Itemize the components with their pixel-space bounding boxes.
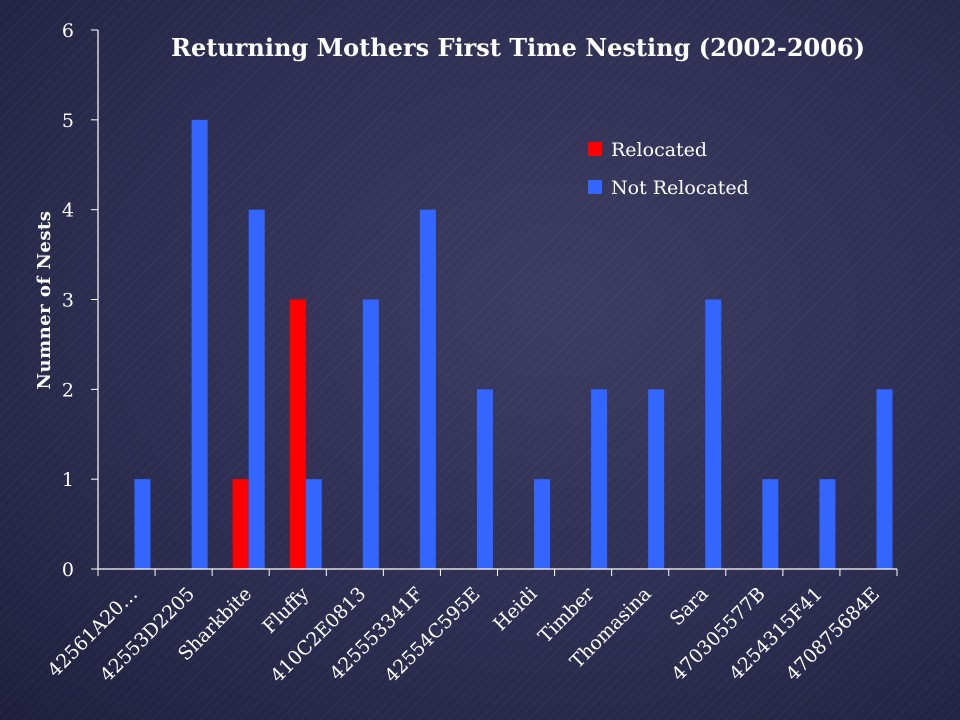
bar-not-relocated <box>305 479 322 569</box>
bar-not-relocated <box>876 389 893 569</box>
x-tick-label: Sara <box>666 583 713 630</box>
bar-not-relocated <box>362 299 379 569</box>
legend-swatch <box>588 142 602 156</box>
y-tick-label: 3 <box>62 290 74 312</box>
y-tick-label: 5 <box>62 110 74 132</box>
bar-not-relocated <box>762 479 779 569</box>
bar-not-relocated <box>191 119 208 569</box>
legend-swatch <box>588 180 602 194</box>
bar-not-relocated <box>476 389 493 569</box>
y-tick-label: 6 <box>62 20 74 42</box>
bar-not-relocated <box>819 479 836 569</box>
bar-not-relocated <box>591 389 608 569</box>
chart-title: Returning Mothers First Time Nesting (20… <box>171 33 865 62</box>
bar-not-relocated <box>648 389 665 569</box>
legend-label: Relocated <box>611 139 707 161</box>
bar-not-relocated <box>134 479 151 569</box>
legend: Relocated Not Relocated <box>588 139 749 199</box>
x-tick-label: Fluffy <box>258 583 313 638</box>
bar-relocated <box>289 299 306 569</box>
bar-relocated <box>232 479 249 569</box>
bar-not-relocated <box>419 209 436 569</box>
y-axis-label: Numner of Nests <box>34 211 55 390</box>
bar-series <box>134 119 893 569</box>
y-axis: 0 1 2 3 4 5 6 <box>62 20 98 581</box>
y-tick-label: 0 <box>62 559 74 581</box>
bar-not-relocated <box>248 209 265 569</box>
y-tick-label: 1 <box>62 469 74 491</box>
y-tick-label: 2 <box>62 379 74 401</box>
bar-not-relocated <box>705 299 722 569</box>
y-tick-label: 4 <box>62 200 74 222</box>
bar-not-relocated <box>534 479 551 569</box>
x-tick-label: Heidi <box>489 583 541 635</box>
legend-label: Not Relocated <box>611 177 749 199</box>
